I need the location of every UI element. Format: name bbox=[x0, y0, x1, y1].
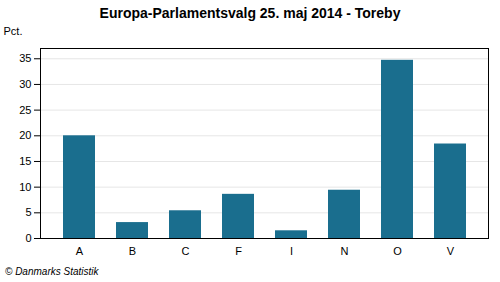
svg-text:O: O bbox=[393, 245, 402, 257]
svg-text:A: A bbox=[76, 245, 84, 257]
svg-text:Pct.: Pct. bbox=[4, 25, 23, 37]
svg-text:25: 25 bbox=[19, 104, 31, 116]
svg-text:I: I bbox=[290, 245, 293, 257]
html-text:© Danmarks Statistik: © Danmarks Statistik bbox=[5, 266, 99, 277]
svg-text:15: 15 bbox=[19, 155, 31, 167]
html-text:Europa-Parlamentsvalg 25. maj: Europa-Parlamentsvalg 25. maj 2014 - Tor… bbox=[99, 5, 401, 21]
svg-text:30: 30 bbox=[19, 78, 31, 90]
svg-text:N: N bbox=[341, 245, 349, 257]
svg-text:35: 35 bbox=[19, 52, 31, 64]
svg-text:5: 5 bbox=[25, 206, 31, 218]
svg-text:F: F bbox=[235, 245, 242, 257]
svg-text:C: C bbox=[182, 245, 190, 257]
svg-text:0: 0 bbox=[25, 232, 31, 244]
svg-text:10: 10 bbox=[19, 181, 31, 193]
svg-text:20: 20 bbox=[19, 129, 31, 141]
svg-text:B: B bbox=[129, 245, 136, 257]
svg-text:V: V bbox=[447, 245, 455, 257]
